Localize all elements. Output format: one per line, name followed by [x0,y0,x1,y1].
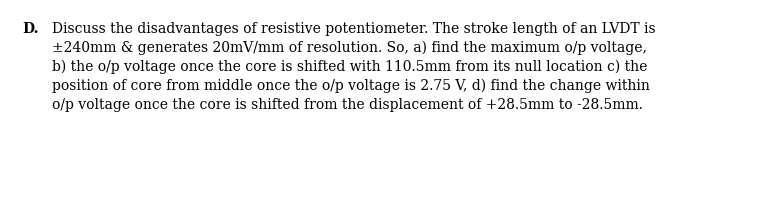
Text: Discuss the disadvantages of resistive potentiometer. The stroke length of an LV: Discuss the disadvantages of resistive p… [52,22,656,36]
Text: ±240mm & generates 20mV/mm of resolution. So, a) find the maximum o/p voltage,: ±240mm & generates 20mV/mm of resolution… [52,41,647,55]
Text: D.: D. [22,22,38,36]
Text: b) the o/p voltage once the core is shifted with 110.5mm from its null location : b) the o/p voltage once the core is shif… [52,60,647,74]
Text: position of core from middle once the o/p voltage is 2.75 V, d) find the change : position of core from middle once the o/… [52,79,650,93]
Text: o/p voltage once the core is shifted from the displacement of +28.5mm to -28.5mm: o/p voltage once the core is shifted fro… [52,98,643,112]
